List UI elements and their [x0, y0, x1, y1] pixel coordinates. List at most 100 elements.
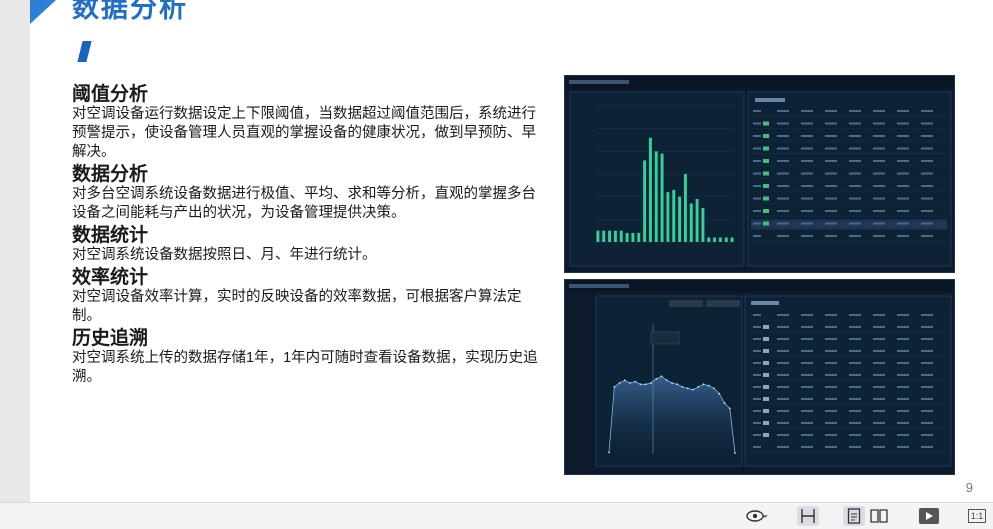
- section-body: 对多台空调系统设备数据进行极值、平均、求和等分析，直观的掌握多台设备之间能耗与产…: [72, 186, 536, 221]
- book-icon: [870, 509, 888, 523]
- table-cell: [873, 210, 885, 212]
- table-cell: [873, 398, 885, 400]
- table-cell: [801, 222, 813, 225]
- table-cell: [897, 172, 909, 175]
- status-badge: [763, 171, 769, 176]
- table-cell: [897, 326, 909, 328]
- play-button[interactable]: [917, 506, 941, 526]
- table-cell: [873, 197, 885, 200]
- bar: [608, 230, 612, 242]
- table-cell: [825, 172, 837, 175]
- eye-protection-button[interactable]: [744, 506, 770, 526]
- bar: [730, 237, 734, 242]
- table-cell: [777, 122, 789, 125]
- status-badge: [763, 373, 769, 377]
- table-cell: [921, 410, 933, 412]
- status-badge: [763, 146, 769, 151]
- table-cell: [825, 122, 837, 125]
- table-cell: [825, 422, 837, 424]
- table-cell: [897, 338, 909, 340]
- data-point: [671, 382, 673, 384]
- data-point: [707, 384, 710, 387]
- data-point: [728, 407, 731, 410]
- play-icon: [919, 508, 939, 524]
- status-badge: [763, 385, 769, 389]
- fit-width-button[interactable]: [797, 506, 819, 526]
- section-heading: 效率统计: [72, 267, 149, 288]
- table-cell: [849, 374, 861, 376]
- table-cell: [801, 434, 813, 436]
- table-cell: [873, 135, 885, 137]
- table-cell: [801, 338, 813, 340]
- table-cell: [825, 222, 837, 225]
- table-cell: [897, 374, 909, 376]
- table-cell: [801, 122, 813, 125]
- table-title: [751, 301, 779, 305]
- table-cell: [825, 197, 837, 200]
- data-point: [718, 392, 721, 395]
- status-badge: [763, 121, 769, 126]
- bar: [672, 189, 676, 242]
- dual-page-button[interactable]: [868, 506, 890, 526]
- tooltip: [650, 331, 680, 345]
- table-cell: [777, 422, 789, 424]
- table-cell: [825, 338, 837, 340]
- table-cell: [873, 446, 885, 448]
- table-cell: [777, 147, 789, 150]
- table-cell: [777, 386, 789, 388]
- table-cell: [777, 434, 789, 436]
- bar: [596, 230, 600, 242]
- table-cell: [801, 362, 813, 364]
- table-cell: [849, 350, 861, 352]
- feature-list: 阈值分析 对空调设备运行数据设定上下限阈值，当数据超过阈值范围后，系统进行预警提…: [72, 82, 544, 387]
- table-cell: [753, 338, 761, 340]
- dashboard-screenshot-bars: [564, 75, 955, 273]
- table-cell: [897, 398, 909, 400]
- table-title: [755, 98, 785, 102]
- table-cell: [801, 350, 813, 352]
- zoom-fit-button[interactable]: 1:1: [967, 506, 987, 526]
- bar: [648, 137, 652, 242]
- table-cell: [801, 374, 813, 376]
- table-cell: [849, 434, 861, 436]
- eye-icon: [746, 510, 768, 522]
- data-point: [681, 386, 684, 388]
- status-badge: [763, 337, 769, 341]
- table-cell: [849, 446, 861, 448]
- table-cell: [753, 160, 761, 162]
- data-point: [644, 383, 647, 386]
- table-cell: [921, 122, 933, 125]
- table-cell: [897, 362, 909, 364]
- table-cell: [849, 110, 861, 112]
- table-cell: [849, 122, 861, 125]
- table-cell: [849, 135, 861, 137]
- table-cell: [777, 222, 789, 225]
- table-cell: [825, 135, 837, 137]
- table-cell: [873, 222, 885, 225]
- table-cell: [897, 350, 909, 352]
- table-cell: [753, 235, 761, 237]
- screenshot-canvas: [565, 280, 954, 467]
- table-cell: [753, 446, 761, 448]
- table-cell: [801, 197, 813, 200]
- table-cell: [753, 374, 761, 376]
- table-cell: [873, 185, 885, 187]
- bar: [602, 230, 606, 242]
- bar: [724, 237, 728, 242]
- table-cell: [849, 197, 861, 200]
- table-cell: [849, 222, 861, 225]
- single-page-button[interactable]: [843, 506, 865, 526]
- table-cell: [921, 422, 933, 424]
- table-cell: [849, 185, 861, 187]
- data-point: [734, 452, 736, 454]
- table-cell: [777, 210, 789, 212]
- table-cell: [801, 160, 813, 162]
- table-cell: [825, 398, 837, 400]
- table-cell: [753, 326, 761, 328]
- table-cell: [873, 434, 885, 436]
- table-cell: [801, 235, 813, 237]
- table-cell: [873, 422, 885, 424]
- dashboard-screenshot-area: [564, 279, 955, 475]
- table-cell: [921, 185, 933, 187]
- bar: [713, 237, 717, 242]
